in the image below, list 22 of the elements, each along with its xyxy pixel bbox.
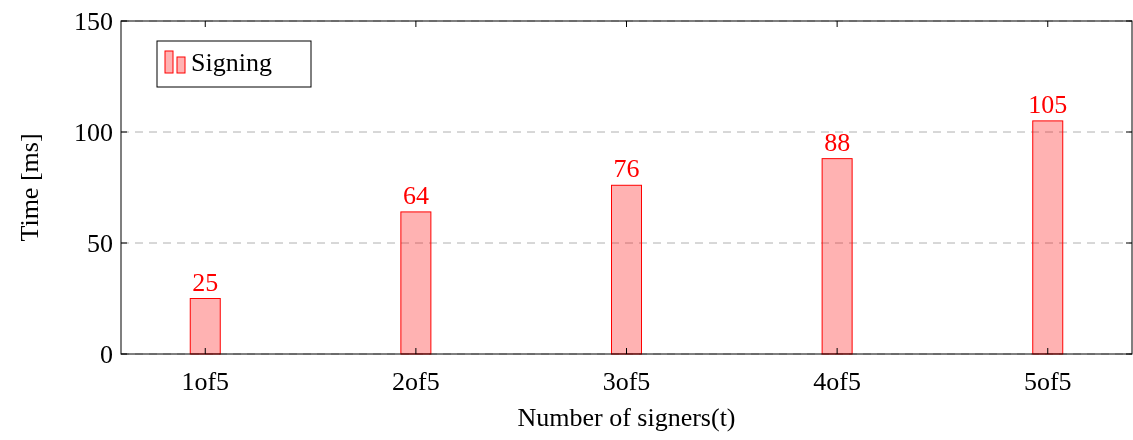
- bar: [821, 158, 853, 355]
- bar: [611, 184, 642, 355]
- y-axis-title: Time [ms]: [15, 133, 44, 242]
- bar: [1032, 120, 1064, 355]
- y-tick-label: 150: [74, 7, 113, 36]
- x-tick-label: 5of5: [1023, 367, 1072, 396]
- data-label: 88: [824, 127, 851, 157]
- data-label: 105: [1028, 89, 1068, 119]
- bar: [400, 211, 432, 355]
- y-tick-label: 100: [74, 118, 113, 147]
- x-tick-label: 4of5: [813, 367, 861, 396]
- y-tick-label: 0: [100, 340, 113, 369]
- x-tick-label: 2of5: [392, 367, 440, 396]
- legend-label: Signing: [191, 48, 272, 77]
- x-tick-label: 3of5: [602, 367, 651, 396]
- x-axis-title: Number of signers(t): [517, 403, 736, 432]
- data-label: 64: [402, 180, 429, 210]
- bar: [189, 298, 221, 355]
- x-tick-label: 1of5: [181, 367, 230, 396]
- data-label: 76: [613, 154, 640, 184]
- y-tick-label: 50: [87, 229, 113, 258]
- data-label: 25: [192, 267, 219, 297]
